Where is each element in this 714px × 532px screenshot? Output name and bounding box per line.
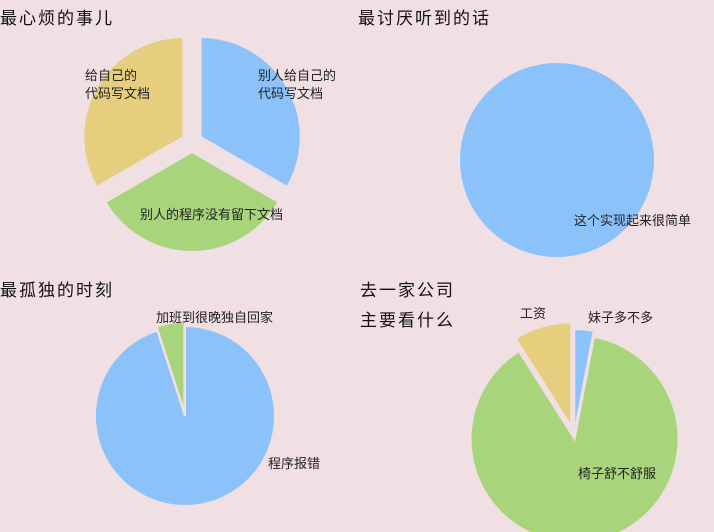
chart-3-slice-2 <box>155 321 186 413</box>
chart-2-slice-1 <box>458 61 656 259</box>
chart-3-slice-2-label: 加班到很晚独自回家 <box>156 310 273 326</box>
chart-4-title-line-1: 去一家公司 <box>360 281 455 301</box>
chart-4-slice-1-label: 妹子多不多 <box>588 310 653 326</box>
chart-1-slice-1-label: 别人给自己的 <box>258 68 336 84</box>
chart-4-slice-3-label: 工资 <box>520 307 546 322</box>
chart-4-title-line-2: 主要看什么 <box>360 311 455 331</box>
chart-1-slice-2-label: 别人的程序没有留下文档 <box>140 207 283 223</box>
chart-2-slice-1-label: 这个实现起来很简单 <box>574 213 691 229</box>
chart-1-slice-3 <box>82 35 185 189</box>
chart-1-slice-1 <box>199 35 302 189</box>
chart-1-slice-2 <box>104 150 280 253</box>
chart-4-slice-3 <box>514 321 573 430</box>
chart-4-slice-2-label: 椅子舒不舒服 <box>578 467 656 482</box>
chart-1-slice-1-label: 代码写文档 <box>258 87 323 102</box>
chart-2-title: 最讨厌听到的话 <box>358 9 491 29</box>
chart-4-slice-1 <box>573 328 595 434</box>
chart-3-slice-1 <box>94 324 276 507</box>
chart-4-slice-2 <box>469 335 680 532</box>
chart-1-title: 最心烦的事儿 <box>0 9 114 29</box>
chart-3-slice-1-label: 程序报错 <box>268 457 320 472</box>
chart-3-title: 最孤独的时刻 <box>0 281 114 301</box>
chart-1-slice-3-label: 代码写文档 <box>85 87 150 102</box>
chart-1-slice-3-label: 给自己的 <box>85 68 137 84</box>
